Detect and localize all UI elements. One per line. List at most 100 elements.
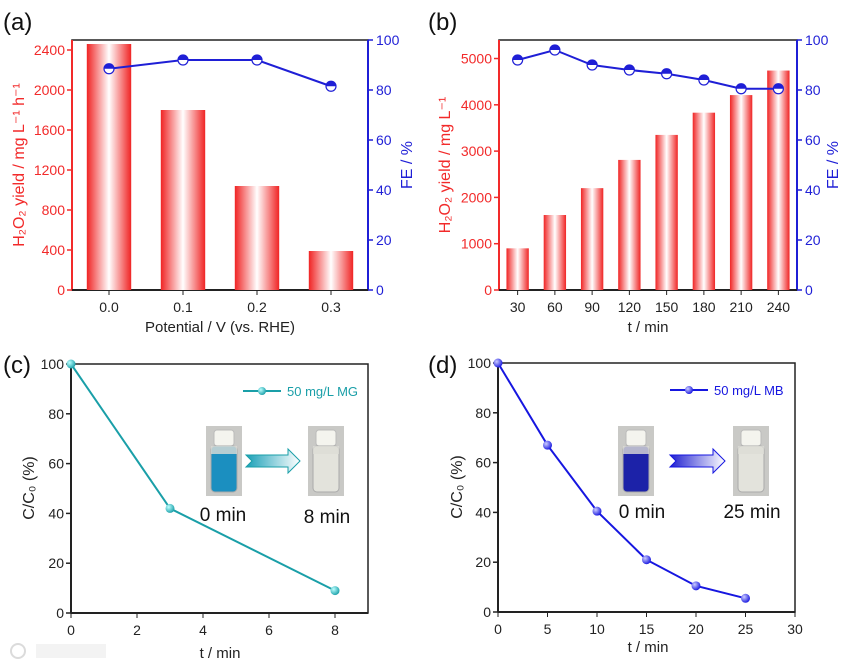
inset-label-after: 8 min: [304, 507, 350, 528]
fe-marker-fill: [736, 83, 747, 89]
inset-label-before: 0 min: [200, 505, 246, 526]
y-tick-label: 0: [56, 605, 64, 621]
fe-marker-fill: [549, 45, 560, 50]
right-y-tick-label: 40: [376, 182, 392, 198]
bar: [86, 44, 132, 290]
bar: [234, 186, 280, 290]
data-point: [642, 555, 651, 565]
left-y-tick-label: 1000: [461, 236, 492, 252]
left-y-tick-label: 5000: [461, 51, 492, 67]
bar: [580, 188, 604, 290]
left-y-tick-label: 2400: [34, 42, 65, 58]
watermark-logo: [10, 643, 106, 659]
y-tick-label: 20: [48, 555, 64, 571]
bar: [543, 215, 567, 290]
right-y-tick-label: 100: [805, 32, 829, 48]
left-y-tick-label: 1600: [34, 122, 65, 138]
x-axis-title: t / min: [628, 639, 669, 656]
x-tick-label: 240: [767, 299, 791, 315]
x-tick-label: 15: [639, 621, 655, 637]
bar: [729, 95, 753, 290]
right-y-tick-label: 100: [376, 32, 400, 48]
left-y-tick-label: 2000: [34, 82, 65, 98]
vial-cap: [315, 429, 337, 447]
right-y-tick-label: 80: [376, 82, 392, 98]
x-tick-label: 120: [618, 299, 642, 315]
panel-b: (b) t / min 0 1000 2000 3000 4000 5000 0 20 40 60 80…: [428, 9, 842, 336]
panel-c: (c) t / min 0 20 40 60 80 100 0 2 4 6 8 C/C₀ (%) 50 mg…: [3, 352, 369, 662]
x-axis-title: t / min: [200, 645, 241, 662]
x-axis-title: t / min: [628, 319, 669, 336]
y-tick-label: 100: [468, 355, 492, 371]
arrow-icon: [668, 447, 726, 475]
x-tick-label: 0.0: [99, 299, 119, 315]
left-y-tick-label: 2000: [461, 189, 492, 205]
fe-marker-fill: [512, 55, 523, 60]
y-axis-title: C/C₀ (%): [21, 456, 38, 520]
y-tick-label: 60: [48, 456, 64, 472]
panel-label: (d): [428, 352, 457, 379]
right-y-tick-label: 60: [805, 132, 821, 148]
vial-cap: [625, 429, 647, 447]
x-tick-label: 0.2: [247, 299, 267, 315]
bar: [692, 112, 716, 291]
left-y-tick-label: 0: [57, 282, 65, 298]
y-tick-label: 40: [48, 505, 64, 521]
x-tick-label: 180: [692, 299, 716, 315]
series-line: [497, 362, 746, 600]
y-tick-label: 40: [475, 504, 491, 520]
x-axis-title: Potential / V (vs. RHE): [145, 319, 295, 336]
x-tick-label: 150: [655, 299, 679, 315]
x-tick-label: 20: [688, 621, 704, 637]
x-tick-label: 6: [265, 622, 273, 638]
y-tick-label: 100: [41, 356, 65, 372]
fe-marker-fill: [624, 65, 635, 70]
data-point: [493, 358, 503, 368]
x-tick-label: 25: [738, 621, 754, 637]
y-tick-label: 80: [48, 406, 64, 422]
fe-marker-fill: [661, 68, 672, 74]
chart-layer: (a)Potential / V (vs. RHE)04008001200160…: [3, 9, 842, 662]
data-point: [165, 503, 175, 513]
fe-line: [517, 48, 779, 90]
data-point: [741, 593, 750, 603]
x-tick-label: 60: [547, 299, 563, 315]
fe-line: [108, 59, 332, 88]
left-y-axis-title: H₂O₂ yield / mg L⁻¹: [437, 97, 454, 233]
x-tick-label: 2: [133, 622, 141, 638]
vial-after-icon: [733, 426, 769, 496]
vial-neck: [738, 446, 764, 454]
bar: [506, 248, 529, 290]
right-y-axis-title: FE / %: [825, 141, 842, 189]
panel-label: (b): [428, 9, 457, 36]
x-tick-label: 0: [67, 622, 75, 638]
legend-marker: [685, 386, 693, 394]
inset-label-before: 0 min: [619, 502, 665, 523]
x-tick-label: 90: [584, 299, 600, 315]
vial-before-icon: [206, 426, 242, 496]
x-tick-label: 30: [510, 299, 526, 315]
x-tick-label: 0.3: [321, 299, 341, 315]
fe-marker-fill: [587, 60, 598, 65]
y-tick-label: 0: [483, 604, 491, 620]
vial-neck: [313, 446, 339, 454]
x-tick-label: 5: [544, 621, 552, 637]
left-y-tick-label: 1200: [34, 162, 65, 178]
legend-label: 50 mg/L MG: [287, 384, 358, 399]
vial-before-icon: [618, 426, 654, 496]
x-tick-label: 30: [787, 621, 803, 637]
x-tick-label: 10: [589, 621, 605, 637]
left-y-tick-label: 3000: [461, 143, 492, 159]
bar: [655, 134, 678, 290]
right-y-tick-label: 80: [805, 82, 821, 98]
right-y-tick-label: 20: [376, 232, 392, 248]
left-y-axis-title: H₂O₂ yield / mg L⁻¹ h⁻¹: [11, 83, 28, 247]
fe-marker-fill: [178, 55, 188, 60]
x-tick-label: 8: [331, 622, 339, 638]
fe-marker-fill: [252, 55, 262, 60]
fe-marker-fill: [773, 83, 784, 89]
data-point: [66, 359, 76, 369]
y-tick-label: 20: [475, 554, 491, 570]
left-y-tick-label: 0: [484, 282, 492, 298]
